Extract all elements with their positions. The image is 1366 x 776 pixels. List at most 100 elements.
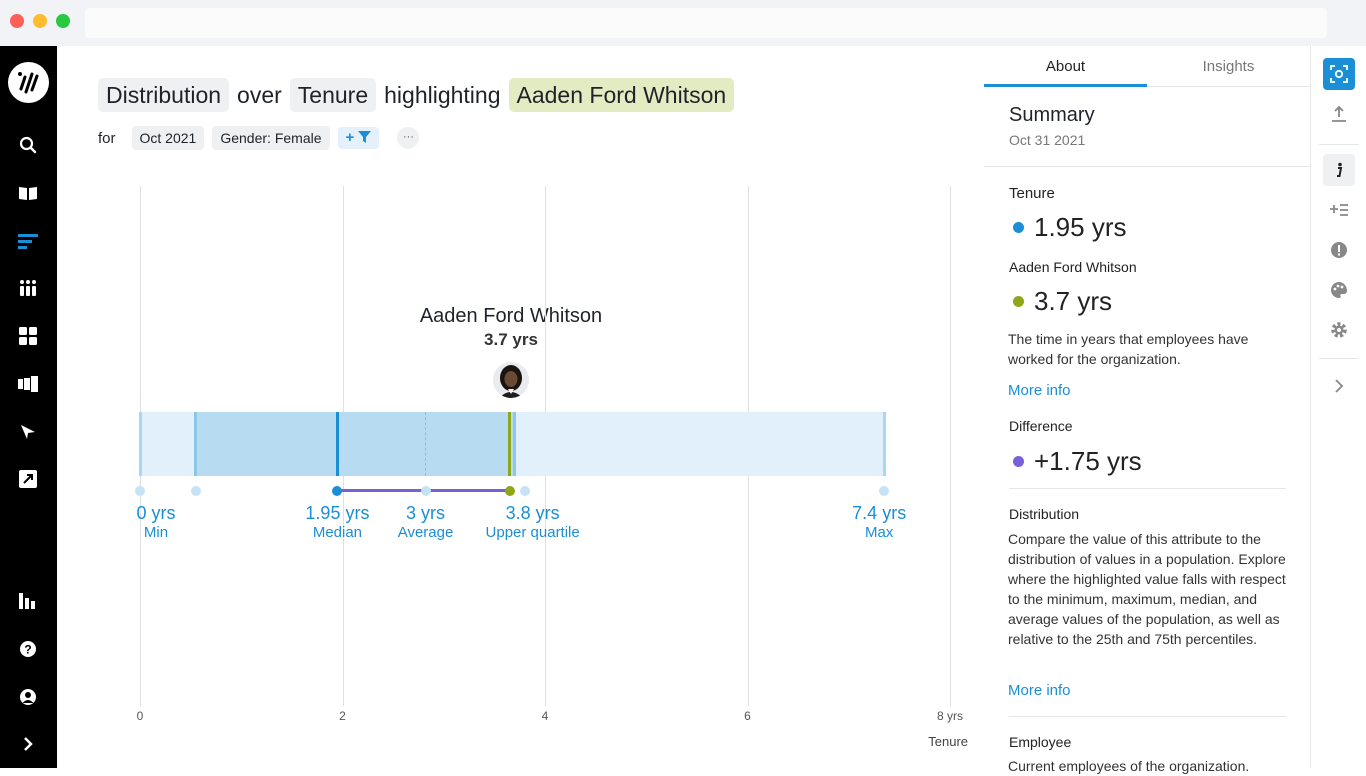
apps-icon[interactable] bbox=[17, 277, 39, 299]
distribution-chart: Aaden Ford Whitson 3.7 yrs Tenure 0 2 4 6 8 … bbox=[135, 186, 968, 749]
gridline bbox=[950, 186, 951, 706]
interquartile-band bbox=[195, 412, 515, 476]
palette-icon[interactable] bbox=[1323, 274, 1355, 306]
maximize-window-button[interactable] bbox=[56, 14, 70, 28]
tenure-value-text: 1.95 yrs bbox=[1034, 212, 1127, 242]
divider bbox=[984, 166, 1310, 167]
filter-icon bbox=[358, 131, 372, 143]
plus-label: + bbox=[345, 129, 355, 146]
highlight-dot-icon bbox=[1013, 296, 1024, 307]
chevron-right-icon[interactable] bbox=[17, 733, 39, 755]
book-icon[interactable] bbox=[17, 182, 39, 204]
min-dot bbox=[135, 486, 145, 496]
divider bbox=[1319, 144, 1359, 145]
metric-selector[interactable]: Distribution bbox=[98, 78, 230, 112]
tab-insights[interactable]: Insights bbox=[1202, 58, 1255, 75]
compass-icon[interactable] bbox=[17, 421, 39, 443]
title-connector: over bbox=[237, 82, 282, 108]
highlight-dot bbox=[504, 486, 515, 496]
help-icon[interactable]: ? bbox=[17, 638, 39, 660]
upper-quartile-line bbox=[513, 412, 517, 476]
average-value-text: 3 yrs bbox=[406, 503, 446, 523]
external-icon[interactable] bbox=[17, 468, 39, 490]
details-panel: About Insights Summary Oct 31 2021 Tenur… bbox=[984, 46, 1310, 774]
employee-label: Employee bbox=[1009, 734, 1072, 750]
title-connector: highlighting bbox=[384, 82, 501, 108]
highlight-line bbox=[508, 412, 512, 476]
chevron-right-icon[interactable] bbox=[1323, 370, 1355, 402]
gender-filter-chip[interactable]: Gender: Female bbox=[212, 126, 330, 150]
x-tick-label: 8 yrs bbox=[936, 709, 964, 723]
user-icon[interactable] bbox=[17, 686, 39, 708]
close-window-button[interactable] bbox=[10, 14, 24, 28]
more-options-button[interactable]: ··· bbox=[397, 127, 420, 149]
tiles-icon[interactable] bbox=[17, 373, 39, 395]
divider bbox=[1319, 358, 1359, 359]
x-tick-label: 4 bbox=[541, 709, 549, 723]
upper-quartile-name-text: Upper quartile bbox=[485, 524, 580, 541]
chart-icon[interactable] bbox=[17, 590, 39, 612]
highlight-name: Aaden Ford Whitson bbox=[419, 305, 603, 327]
median-name-text: Median bbox=[312, 524, 363, 541]
average-dot bbox=[420, 486, 431, 496]
employee-description: Current employees of the organization. bbox=[1008, 758, 1250, 774]
max-label: 7.4 yrs Max bbox=[852, 503, 906, 543]
lower-quartile-dot bbox=[190, 486, 201, 496]
difference-value-text: +1.75 yrs bbox=[1034, 446, 1142, 476]
add-list-icon[interactable] bbox=[1323, 194, 1355, 226]
upload-icon[interactable] bbox=[1323, 98, 1355, 130]
max-line bbox=[882, 412, 886, 476]
period-chip[interactable]: Oct 2021 bbox=[131, 126, 205, 150]
highlight-selector[interactable]: Aaden Ford Whitson bbox=[508, 78, 735, 112]
average-line bbox=[425, 412, 427, 476]
grid-icon[interactable] bbox=[17, 325, 39, 347]
person-value-text: 3.7 yrs bbox=[1034, 286, 1113, 316]
upper-quartile-value-text: 3.8 yrs bbox=[505, 503, 560, 523]
x-tick-label: 6 bbox=[744, 709, 751, 723]
panel-tabs: About Insights bbox=[984, 46, 1310, 87]
x-axis-label: Tenure bbox=[928, 734, 968, 749]
gear-icon[interactable] bbox=[1323, 314, 1355, 346]
max-value-text: 7.4 yrs bbox=[852, 503, 907, 523]
average-name-text: Average bbox=[397, 524, 454, 541]
attribute-selector[interactable]: Tenure bbox=[289, 78, 377, 112]
upper-quartile-dot bbox=[519, 486, 530, 496]
x-tick-label: 2 bbox=[339, 709, 346, 723]
svg-text:?: ? bbox=[24, 643, 31, 657]
difference-dot-icon bbox=[1013, 456, 1024, 467]
median-label: 1.95 yrs Median bbox=[305, 503, 369, 543]
tenure-description: The time in years that employees have wo… bbox=[1008, 331, 1249, 367]
median-value-text: 1.95 yrs bbox=[305, 503, 370, 523]
left-nav: ? bbox=[0, 46, 57, 768]
info-icon[interactable] bbox=[1323, 154, 1355, 186]
distribution-description: Compare the value of this attribute to t… bbox=[1008, 531, 1286, 647]
active-tab-indicator bbox=[984, 84, 1147, 87]
min-value-text: 0 yrs bbox=[136, 503, 176, 523]
alert-icon[interactable] bbox=[1323, 234, 1355, 266]
max-name-text: Max bbox=[865, 524, 894, 541]
tab-about[interactable]: About bbox=[1045, 58, 1086, 75]
focus-icon[interactable] bbox=[1323, 58, 1355, 90]
divider bbox=[1009, 488, 1286, 489]
avatar[interactable] bbox=[493, 362, 529, 398]
min-label: 0 yrs Min bbox=[136, 503, 175, 543]
x-tick-label: 0 bbox=[136, 709, 144, 723]
more-info-link-2[interactable]: More info bbox=[1008, 682, 1071, 699]
average-label: 3 yrs Average bbox=[398, 503, 454, 543]
person-value: 3.7 yrs bbox=[1013, 286, 1112, 317]
address-bar[interactable] bbox=[85, 8, 1327, 38]
add-filter-button[interactable]: + bbox=[337, 127, 380, 149]
logo-icon[interactable] bbox=[8, 62, 49, 103]
for-label: for bbox=[98, 129, 116, 147]
lower-quartile-line bbox=[194, 412, 198, 476]
median-dot bbox=[332, 486, 343, 496]
search-icon[interactable] bbox=[17, 134, 39, 156]
bars-icon[interactable] bbox=[17, 230, 39, 252]
max-dot bbox=[879, 486, 890, 496]
more-info-link[interactable]: More info bbox=[1008, 382, 1071, 399]
window-titlebar bbox=[0, 0, 1366, 46]
minimize-window-button[interactable] bbox=[33, 14, 47, 28]
divider bbox=[1009, 716, 1286, 717]
person-label: Aaden Ford Whitson bbox=[1009, 259, 1137, 275]
right-toolbar bbox=[1310, 46, 1366, 768]
